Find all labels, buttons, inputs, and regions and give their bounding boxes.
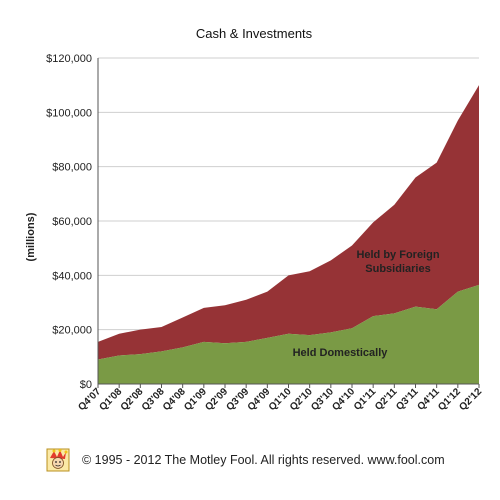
x-tick-label: Q3'11 [394, 386, 421, 413]
chart-area: Cash & Investments (millions) $0$20,000$… [25, 26, 484, 413]
chart-title: Cash & Investments [196, 26, 313, 41]
x-tick-label: Q1'10 [267, 386, 294, 413]
y-tick-label: $60,000 [52, 216, 92, 228]
motley-fool-jester-logo-icon [46, 448, 70, 472]
x-tick-label: Q2'12 [457, 386, 484, 413]
x-tick-label: Q4'08 [161, 386, 188, 413]
y-tick-label: $80,000 [52, 162, 92, 174]
y-tick-label: $20,000 [52, 325, 92, 337]
x-tick-label: Q2'08 [119, 386, 146, 413]
y-tick-label: $40,000 [52, 270, 92, 282]
series-area-foreign-subsidiaries [98, 85, 479, 360]
y-tick-label: $0 [80, 379, 92, 391]
x-tick-label: Q2'10 [288, 386, 315, 413]
x-tick-label: Q1'09 [182, 386, 209, 413]
y-tick-label: $120,000 [46, 53, 92, 65]
area-label: Held by Foreign [356, 249, 439, 261]
copyright-text: © 1995 - 2012 The Motley Fool. All right… [82, 453, 445, 467]
x-tick-label: Q3'08 [140, 386, 167, 413]
x-tick-label: Q4'10 [330, 386, 357, 413]
x-tick-label: Q4'09 [246, 386, 273, 413]
x-tick-label: Q2'11 [373, 386, 400, 413]
x-tick-label: Q3'10 [309, 386, 336, 413]
x-tick-label: Q1'11 [352, 386, 379, 413]
y-tick-label: $100,000 [46, 107, 92, 119]
area-label: Held Domestically [293, 347, 389, 359]
area-labels: Held by Foreign Subsidiaries Held Domestic… [293, 249, 440, 359]
area-label: Subsidiaries [365, 263, 430, 275]
x-axis-ticks: Q4'07Q1'08Q2'08Q3'08Q4'08Q1'09Q2'09Q3'09… [76, 384, 484, 413]
series-area-held-domestically [98, 284, 479, 384]
stacked-areas [98, 85, 479, 384]
x-tick-label: Q3'09 [225, 386, 252, 413]
y-axis-label: (millions) [25, 212, 37, 261]
x-tick-label: Q2'09 [203, 386, 230, 413]
x-tick-label: Q1'12 [436, 386, 463, 413]
x-tick-label: Q1'08 [98, 386, 125, 413]
footer: © 1995 - 2012 The Motley Fool. All right… [46, 448, 486, 472]
x-tick-label: Q4'11 [415, 386, 442, 413]
y-axis-ticks: $0 $20,000 $40,000 $60,000 $80,000 $100,000 $1… [46, 53, 92, 391]
